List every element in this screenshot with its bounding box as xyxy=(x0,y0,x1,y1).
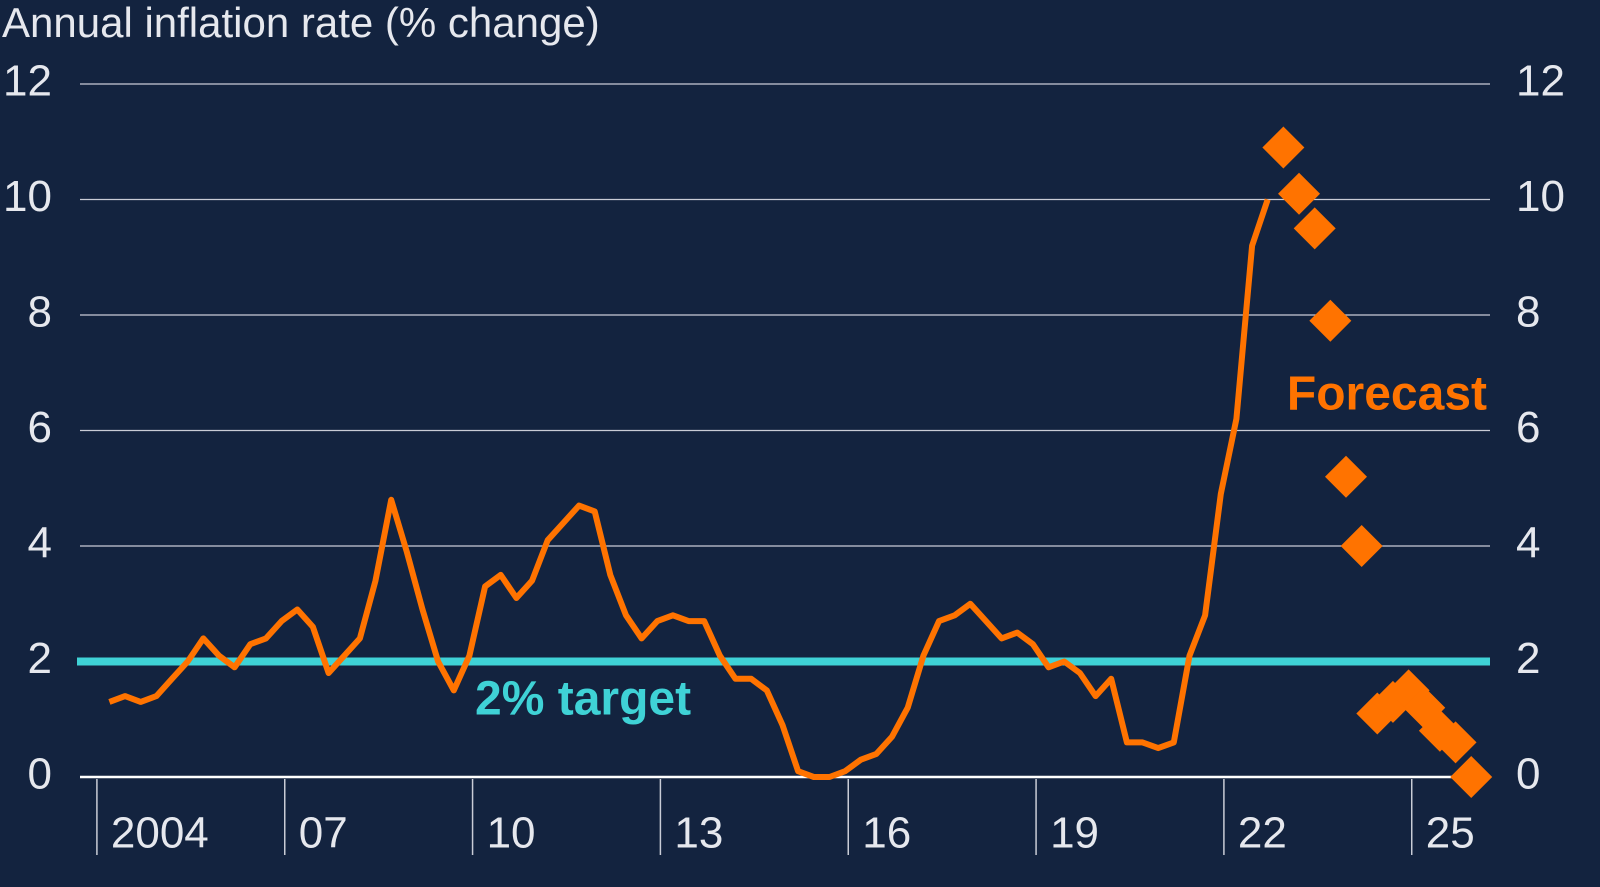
forecast-marker xyxy=(1293,207,1336,250)
y-tick-label: 12 xyxy=(3,57,52,106)
x-tick-label: 07 xyxy=(299,809,348,858)
y-tick-label: 0 xyxy=(28,750,52,799)
y2-tick-label: 6 xyxy=(1516,403,1540,452)
y-tick-label: 10 xyxy=(3,172,52,221)
y-tick-label: 2 xyxy=(28,634,52,683)
forecast-marker xyxy=(1309,299,1352,342)
y-tick-label: 8 xyxy=(28,288,52,337)
x-tick-label: 10 xyxy=(487,809,536,858)
y2-tick-label: 10 xyxy=(1516,172,1565,221)
forecast-marker xyxy=(1340,525,1383,567)
y2-tick-label: 12 xyxy=(1516,57,1565,106)
x-tick-label: 19 xyxy=(1050,809,1099,858)
inflation-line xyxy=(108,198,1271,780)
target-label: 2% target xyxy=(475,673,691,726)
forecast-marker xyxy=(1450,756,1493,798)
x-tick-label: 25 xyxy=(1426,809,1475,858)
forecast-label: Forecast xyxy=(1287,368,1487,421)
forecast-marker xyxy=(1278,172,1321,215)
y-tick-label: 6 xyxy=(28,403,52,452)
x-tick-label: 22 xyxy=(1238,809,1287,858)
y2-tick-label: 8 xyxy=(1516,288,1540,337)
forecast-marker xyxy=(1262,126,1305,169)
forecast-marker xyxy=(1434,721,1477,764)
y2-tick-label: 0 xyxy=(1516,750,1540,799)
y2-tick-label: 2 xyxy=(1516,634,1540,683)
x-tick-label: 13 xyxy=(674,809,723,858)
x-tick-label: 2004 xyxy=(111,809,209,858)
forecast-marker xyxy=(1324,455,1367,498)
x-tick-label: 16 xyxy=(862,809,911,858)
chart-title: Annual inflation rate (% change) xyxy=(2,0,600,46)
y-tick-label: 4 xyxy=(28,519,52,568)
y2-tick-label: 4 xyxy=(1516,519,1540,568)
